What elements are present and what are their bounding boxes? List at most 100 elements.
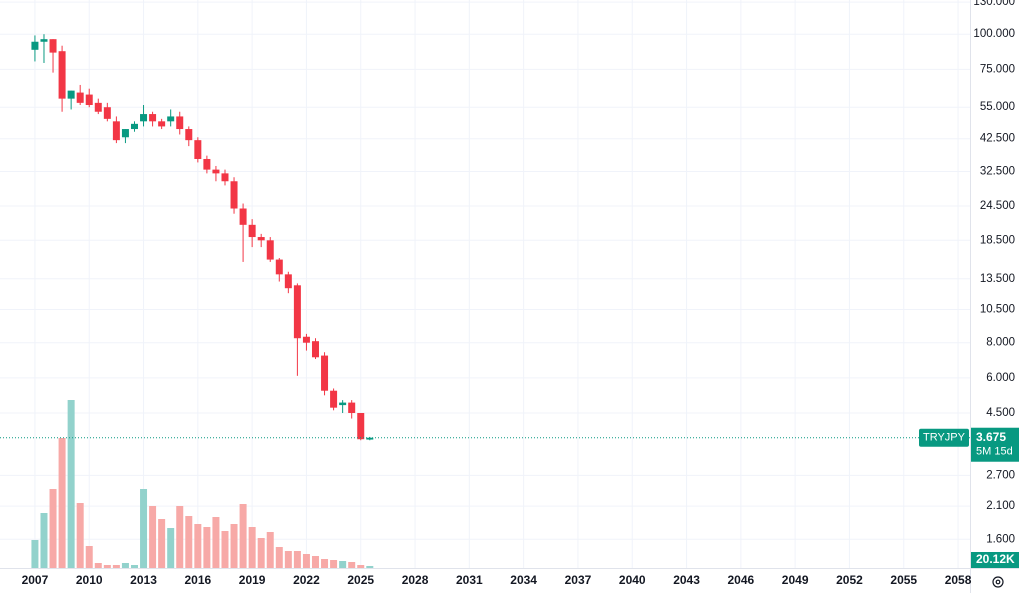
price-label: 3.675 (976, 430, 1006, 444)
x-tick-label: 2055 (890, 573, 917, 587)
volume-bar (194, 524, 202, 568)
candle-body (257, 237, 265, 241)
candle-body (76, 92, 84, 103)
countdown-label: 5M 15d (976, 446, 1013, 458)
y-tick-label: 6.000 (986, 372, 1015, 384)
y-tick-label: 55.000 (980, 101, 1015, 113)
candle-body (330, 390, 338, 408)
volume-bar (103, 565, 111, 568)
settings-dot[interactable] (995, 579, 1001, 585)
axes: 130.000 100.000 75.000 55.000 42.500 32.500 24… (22, 0, 1015, 587)
x-tick-label: 2013 (130, 573, 157, 587)
candle-body (366, 437, 374, 440)
candle-body (357, 412, 365, 440)
grid (0, 0, 970, 568)
candle-body (158, 121, 166, 127)
y-tick-label: 10.500 (980, 304, 1015, 316)
volume-bar (167, 528, 175, 568)
candle-body (121, 129, 129, 138)
price-badge (971, 427, 1019, 462)
y-tick-label: 130.000 (973, 0, 1015, 8)
x-tick-label: 2046 (727, 573, 754, 587)
y-tick-label: 24.500 (980, 200, 1015, 212)
candle-body (49, 39, 57, 53)
volume-bar (130, 565, 138, 568)
candle-body (339, 402, 347, 406)
volume-bar (185, 516, 193, 568)
candle-body (58, 51, 66, 99)
volume-bar (203, 527, 211, 568)
volume-bar (339, 561, 347, 568)
x-tick-label: 2031 (456, 573, 483, 587)
y-tick-label: 100.000 (973, 28, 1015, 40)
volume-bar (348, 562, 356, 568)
settings-icon[interactable] (992, 576, 1004, 588)
volume-bar (149, 506, 157, 568)
candle-body (176, 116, 184, 130)
volume-bar (85, 546, 93, 568)
volume-bar (330, 560, 338, 568)
settings-ring[interactable] (992, 576, 1004, 588)
candle-body (85, 94, 93, 106)
volume-bar (112, 565, 120, 568)
candle-body (302, 336, 310, 343)
volume-bar (357, 565, 365, 568)
x-tick-label: 2010 (76, 573, 103, 587)
x-tick-label: 2022 (293, 573, 320, 587)
candle-body (275, 259, 283, 275)
overlay: TRYJPY 3.675 5M 15d 20.12K (0, 427, 1019, 568)
symbol-label: TRYJPY (923, 432, 966, 444)
candle-body (185, 129, 193, 141)
volume-bar (275, 547, 283, 568)
candle-body (248, 224, 256, 238)
x-tick-label: 2019 (239, 573, 266, 587)
candle-body (348, 402, 356, 413)
volume-bar (31, 540, 39, 568)
y-tick-label: 2.100 (986, 500, 1015, 512)
candle-body (212, 169, 220, 174)
y-tick-label: 18.500 (980, 234, 1015, 246)
volume-bar (76, 503, 84, 568)
volume-bar (140, 489, 148, 568)
candle-body (311, 341, 319, 358)
candle-body (103, 107, 111, 119)
y-tick-label: 13.500 (980, 273, 1015, 285)
x-tick-label: 2028 (402, 573, 429, 587)
candle-body (167, 116, 175, 122)
x-tick-label: 2040 (619, 573, 646, 587)
volume-layer (31, 400, 374, 568)
volume-badge (971, 552, 1019, 568)
volume-bar (248, 527, 256, 568)
x-tick-label: 2016 (184, 573, 211, 587)
y-tick-label: 1.600 (986, 533, 1015, 545)
volume-bar (58, 438, 66, 568)
volume-bar (239, 504, 247, 568)
x-tick-label: 2043 (673, 573, 700, 587)
candle-body (203, 158, 211, 170)
candle-body (284, 274, 292, 289)
volume-bar (293, 551, 301, 568)
y-tick-label: 42.500 (980, 133, 1015, 145)
candle-layer (31, 34, 374, 441)
volume-bar (321, 559, 329, 568)
volume-bar (158, 519, 166, 568)
volume-label: 20.12K (976, 552, 1015, 566)
candle-body (221, 173, 229, 182)
y-tick-label: 32.500 (980, 166, 1015, 178)
candle-body (140, 114, 148, 122)
x-tick-label: 2037 (565, 573, 592, 587)
volume-bar (40, 513, 48, 568)
y-tick-label: 2.700 (986, 469, 1015, 481)
candle-body (67, 90, 75, 99)
volume-bar (230, 524, 238, 568)
x-tick-label: 2049 (782, 573, 809, 587)
candle-body (239, 208, 247, 225)
volume-bar (67, 400, 75, 568)
volume-bar (302, 554, 310, 568)
x-tick-label: 2025 (347, 573, 374, 587)
volume-bar (366, 565, 374, 568)
candle-body (130, 123, 138, 130)
candle-body (266, 240, 274, 260)
x-tick-label: 2034 (510, 573, 537, 587)
